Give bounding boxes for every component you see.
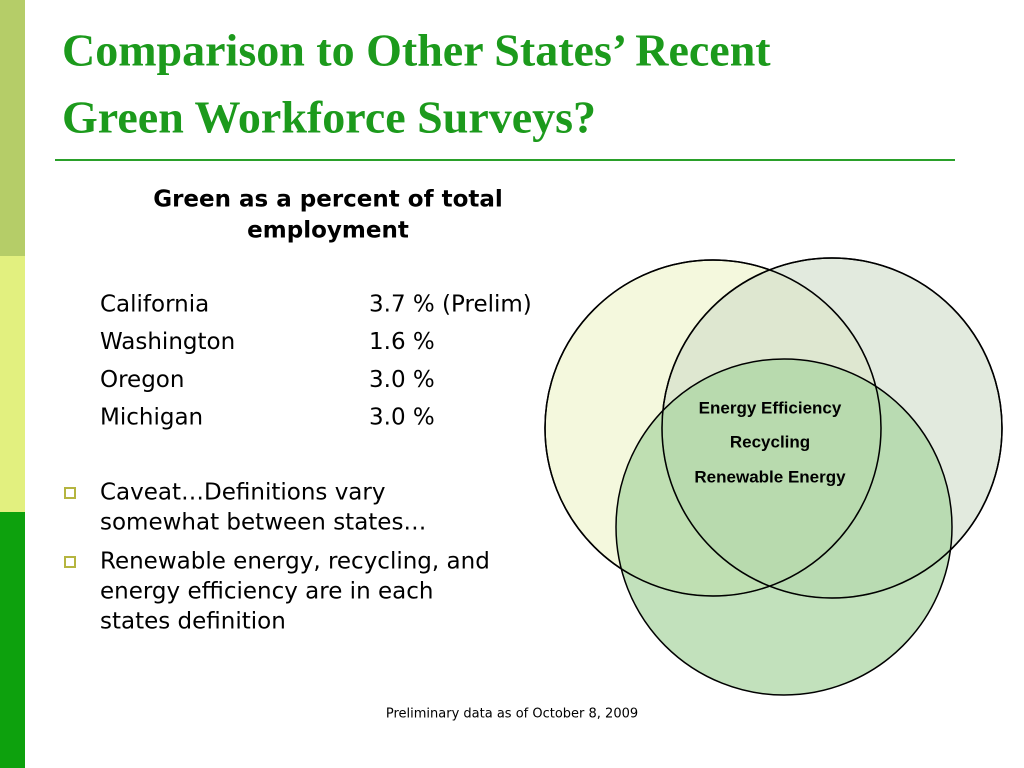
bullet-marker <box>64 487 76 499</box>
venn-label: Renewable Energy <box>694 467 846 486</box>
bullet-text: Renewable energy, recycling, and <box>100 549 490 575</box>
state-name: Michigan <box>100 405 203 431</box>
subtitle: employment <box>247 218 409 244</box>
title: Green Workforce Surveys? <box>62 92 596 143</box>
venn-label: Energy Efficiency <box>699 398 842 417</box>
footnote: Preliminary data as of October 8, 2009 <box>386 707 638 722</box>
side-bar-top <box>0 0 25 256</box>
state-value: 1.6 % <box>369 329 435 355</box>
state-name: Oregon <box>100 367 184 393</box>
venn-circle-outline <box>544 259 882 597</box>
bullet-text: somewhat between states… <box>100 510 426 536</box>
state-value: 3.7 % (Prelim) <box>369 292 532 318</box>
venn-circle-outline <box>661 257 1003 599</box>
side-bar-middle <box>0 256 25 512</box>
subtitle: Green as a percent of total <box>153 187 503 213</box>
state-value: 3.0 % <box>369 405 435 431</box>
side-bar-bottom <box>0 512 25 768</box>
venn-label: Recycling <box>730 432 810 451</box>
state-name: Washington <box>100 329 235 355</box>
state-value: 3.0 % <box>369 367 435 393</box>
venn-circle <box>615 358 953 696</box>
bullet-text: Caveat…Definitions vary <box>100 480 385 506</box>
state-name: California <box>100 292 209 318</box>
bullet-text: energy efficiency are in each <box>100 579 433 605</box>
bullet-marker <box>64 556 76 568</box>
title: Comparison to Other States’ Recent <box>62 25 771 76</box>
bullet-text: states definition <box>100 609 286 635</box>
